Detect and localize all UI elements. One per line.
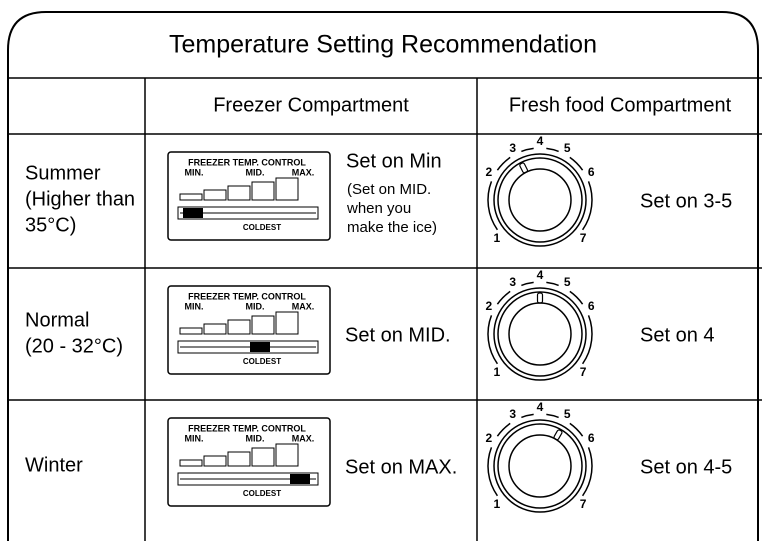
- level-bar: [180, 328, 202, 334]
- dial-number: 3: [509, 141, 516, 155]
- setting-text: Set on MAX.: [345, 456, 457, 478]
- dial-knob: [509, 169, 571, 231]
- setting-text: Set on 3-5: [640, 190, 732, 212]
- level-bar: [228, 452, 250, 466]
- dial-number: 3: [509, 407, 516, 421]
- dial-ring: [498, 158, 582, 242]
- slider-thumb: [183, 208, 203, 218]
- level-bar: [228, 320, 250, 334]
- dial-scale: [570, 157, 583, 170]
- level-bar: [252, 316, 274, 334]
- dial-pointer: [519, 162, 528, 173]
- panel-label: COLDEST: [243, 357, 281, 366]
- panel-label: COLDEST: [243, 489, 281, 498]
- slider-thumb: [290, 474, 310, 484]
- panel-title: FREEZER TEMP. CONTROL: [188, 157, 306, 167]
- dial-ring: [498, 424, 582, 508]
- level-bar: [252, 448, 274, 466]
- setting-note: make the ice): [347, 219, 437, 236]
- dial-scale: [546, 414, 558, 417]
- dial-number: 4: [537, 268, 544, 282]
- dial-scale: [521, 148, 533, 151]
- dial-number: 1: [494, 231, 501, 245]
- panel-label: MIN.: [185, 301, 204, 311]
- level-bar: [180, 460, 202, 466]
- dial-number: 3: [509, 275, 516, 289]
- panel-label: COLDEST: [243, 223, 281, 232]
- setting-text: Set on 4: [640, 324, 715, 346]
- dial-number: 2: [485, 431, 492, 445]
- document: Temperature Setting Recommendation Freez…: [0, 0, 762, 541]
- panel-label: MIN.: [185, 433, 204, 443]
- level-bar: [204, 190, 226, 200]
- title: Temperature Setting Recommendation: [169, 31, 597, 59]
- dial-number: 5: [564, 275, 571, 289]
- season-label: (20 - 32°C): [25, 335, 123, 357]
- dial-scale: [546, 282, 558, 285]
- dial-scale: [497, 423, 510, 436]
- level-bar: [204, 456, 226, 466]
- level-bar: [180, 194, 202, 200]
- level-bar: [276, 444, 298, 466]
- setting-note: (Set on MID.: [347, 181, 431, 198]
- dial-number: 5: [564, 407, 571, 421]
- level-bar: [204, 324, 226, 334]
- level-bar: [252, 182, 274, 200]
- dial-knob: [509, 303, 571, 365]
- level-bar: [276, 178, 298, 200]
- level-bar: [276, 312, 298, 334]
- panel-label: MAX.: [292, 301, 315, 311]
- panel-label: MID.: [246, 433, 265, 443]
- column-header: Freezer Compartment: [213, 94, 409, 116]
- season-label: 35°C): [25, 214, 76, 236]
- panel-title: FREEZER TEMP. CONTROL: [188, 291, 306, 301]
- panel-label: MAX.: [292, 167, 315, 177]
- dial-number: 2: [485, 165, 492, 179]
- dial-ring: [498, 292, 582, 376]
- dial-scale: [521, 414, 533, 417]
- dial-scale: [546, 148, 558, 151]
- dial-pointer: [553, 429, 562, 440]
- dial-number: 7: [580, 365, 587, 379]
- dial-number: 1: [494, 365, 501, 379]
- level-bar: [228, 186, 250, 200]
- dial-pointer: [538, 293, 543, 303]
- dial-scale: [570, 423, 583, 436]
- season-label: Normal: [25, 309, 89, 331]
- dial-scale: [497, 157, 510, 170]
- slider-thumb: [250, 342, 270, 352]
- dial-ring: [494, 420, 586, 512]
- dial-scale: [570, 291, 583, 304]
- season-label: Summer: [25, 162, 101, 184]
- column-header: Fresh food Compartment: [509, 94, 732, 116]
- dial-number: 6: [588, 299, 595, 313]
- dial-scale: [497, 291, 510, 304]
- dial-number: 1: [494, 497, 501, 511]
- dial-number: 4: [537, 400, 544, 414]
- panel-label: MAX.: [292, 433, 315, 443]
- panel-label: MID.: [246, 167, 265, 177]
- dial-number: 6: [588, 431, 595, 445]
- dial-number: 2: [485, 299, 492, 313]
- setting-text: Set on 4-5: [640, 456, 732, 478]
- setting-text: Set on Min: [346, 150, 442, 172]
- dial-ring: [494, 154, 586, 246]
- panel-label: MIN.: [185, 167, 204, 177]
- dial-number: 7: [580, 231, 587, 245]
- dial-number: 5: [564, 141, 571, 155]
- dial-scale: [521, 282, 533, 285]
- dial-knob: [509, 435, 571, 497]
- panel-title: FREEZER TEMP. CONTROL: [188, 423, 306, 433]
- season-label: (Higher than: [25, 188, 135, 210]
- dial-number: 4: [537, 134, 544, 148]
- dial-ring: [494, 288, 586, 380]
- dial-number: 7: [580, 497, 587, 511]
- setting-text: Set on MID.: [345, 324, 451, 346]
- panel-label: MID.: [246, 301, 265, 311]
- dial-number: 6: [588, 165, 595, 179]
- season-label: Winter: [25, 454, 83, 476]
- setting-note: when you: [346, 200, 411, 217]
